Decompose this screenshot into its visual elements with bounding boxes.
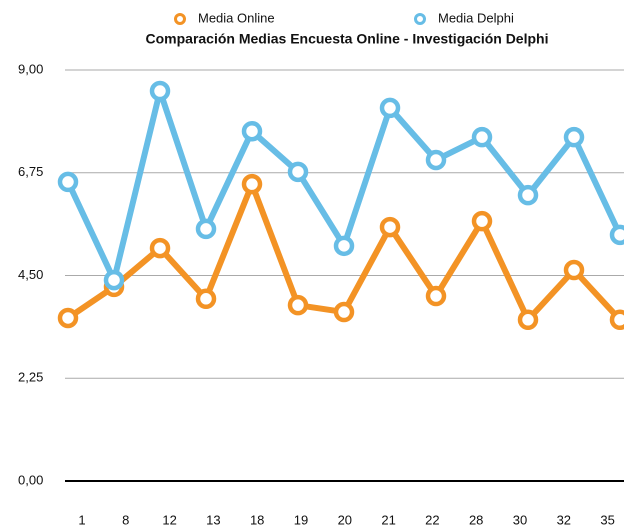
data-point [425,285,447,307]
x-tick-label: 22 [425,512,439,527]
y-tick-label: 0,00 [18,472,43,487]
x-tick-label: 32 [557,512,571,527]
x-tick-label: 19 [294,512,308,527]
data-point [287,161,309,183]
data-point [149,80,171,102]
legend-label: Media Delphi [438,10,514,25]
data-point [517,184,539,206]
y-tick-label: 9,00 [18,61,43,76]
legend-marker [414,13,426,25]
data-point [103,269,125,291]
x-tick-label: 20 [338,512,352,527]
data-point [471,210,493,232]
y-tick-label: 4,50 [18,267,43,282]
data-point [333,301,355,323]
x-tick-label: 12 [162,512,176,527]
legend-marker [174,13,186,25]
x-tick-label: 13 [206,512,220,527]
data-point [195,288,217,310]
data-point [333,235,355,257]
data-point [149,237,171,259]
data-point [379,216,401,238]
x-tick-label: 1 [78,512,85,527]
x-tick-label: 35 [600,512,614,527]
data-point [57,171,79,193]
x-tick-label: 30 [513,512,527,527]
x-tick-label: 8 [122,512,129,527]
x-tick-label: 18 [250,512,264,527]
data-point [563,126,585,148]
y-tick-label: 6,75 [18,164,43,179]
x-tick-label: 28 [469,512,483,527]
data-point [471,126,493,148]
data-point [609,224,624,246]
data-point [287,294,309,316]
x-tick-label: 21 [381,512,395,527]
data-point [241,173,263,195]
data-point [517,309,539,331]
data-point [379,97,401,119]
data-point [195,218,217,240]
legend-label: Media Online [198,10,275,25]
data-point [425,149,447,171]
data-point [609,309,624,331]
data-point [563,259,585,281]
chart-title: Comparación Medias Encuesta Online - Inv… [146,31,549,47]
data-point [57,307,79,329]
data-point [241,120,263,142]
y-tick-label: 2,25 [18,370,43,385]
